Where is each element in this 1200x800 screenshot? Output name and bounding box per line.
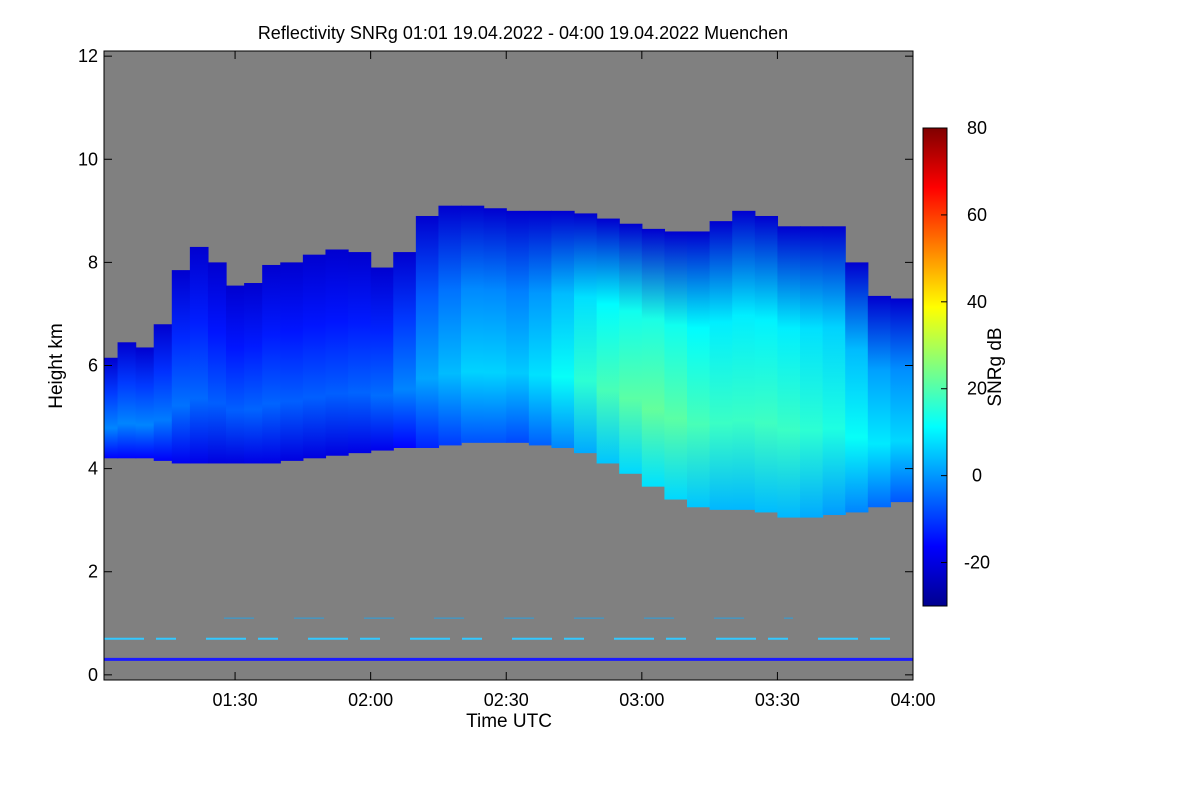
cloud-strip [325,249,349,456]
y-tick-label: 6 [88,356,98,376]
cloud-strip [687,231,711,508]
cloud-strip [171,270,191,464]
cloud-strip [845,262,869,513]
cloud-strip [709,221,733,510]
cloud-strip [280,262,304,461]
y-tick-label: 0 [88,665,98,685]
y-axis-label: Height km [46,323,67,409]
cloud-strip [800,226,824,518]
cloud-strip [226,285,245,464]
cloud-strip [664,231,688,500]
colorbar-scale [922,127,948,607]
cloud-layer [104,205,914,518]
cloud-strip [189,246,209,464]
x-axis: 01:30 02:00 02:30 03:00 03:30 04:00 [213,51,936,710]
cloud-strip [348,252,372,454]
cloud-strip [528,210,553,446]
cloud-strip [244,283,263,464]
colorbar-tick-label: -20 [964,553,990,573]
cloud-strip [302,254,327,459]
colorbar-tick-label: 20 [967,379,987,399]
x-tick-label: 02:00 [348,690,393,710]
colorbar: -20 0 20 40 60 80 [922,118,990,607]
cloud-strip [438,205,462,446]
cloud-strip [370,267,394,451]
cloud-strip [415,215,440,448]
cloud-strip [596,218,620,464]
y-axis: 0 2 4 6 8 10 12 [78,46,913,685]
cloud-strip [135,347,155,459]
cloud-strip [506,210,530,443]
cloud-strip [117,342,137,459]
cloud-strip [574,213,598,454]
x-tick-label: 04:00 [890,690,935,710]
y-tick-label: 8 [88,252,98,272]
cloud-strip [104,357,119,459]
x-tick-label: 02:30 [484,690,529,710]
x-tick-label: 03:00 [619,690,664,710]
cloud-strip [732,210,756,510]
y-tick-label: 10 [78,149,98,169]
cloud-strip [777,226,801,518]
x-axis-label: Time UTC [466,711,552,732]
colorbar-tick-label: 0 [972,466,982,486]
cloud-strip [153,324,173,461]
cloud-strip [393,252,417,448]
cloud-strip [754,215,779,513]
cloud-strip [551,210,575,448]
colorbar-tick-label: 80 [967,118,987,138]
x-tick-label: 01:30 [213,690,258,710]
cloud-strip [461,205,485,443]
cloud-strip [483,208,507,443]
cloud-strip [822,226,846,516]
cloud-strip [262,264,281,464]
colorbar-tick-label: 60 [967,205,987,225]
noise-layer [104,617,913,661]
colorbar-label: SNRg dB [985,327,1006,406]
chart-title: Reflectivity SNRg 01:01 19.04.2022 - 04:… [258,23,788,43]
y-tick-label: 4 [88,459,98,479]
cloud-strip [641,228,666,487]
x-tick-label: 03:30 [755,690,800,710]
y-tick-label: 12 [78,46,98,66]
cloud-strip [207,262,227,464]
cloud-strip [890,298,914,503]
cloud-strip [867,295,892,508]
cloud-strip [619,223,643,474]
colorbar-tick-label: 40 [967,292,987,312]
y-tick-label: 2 [88,562,98,582]
